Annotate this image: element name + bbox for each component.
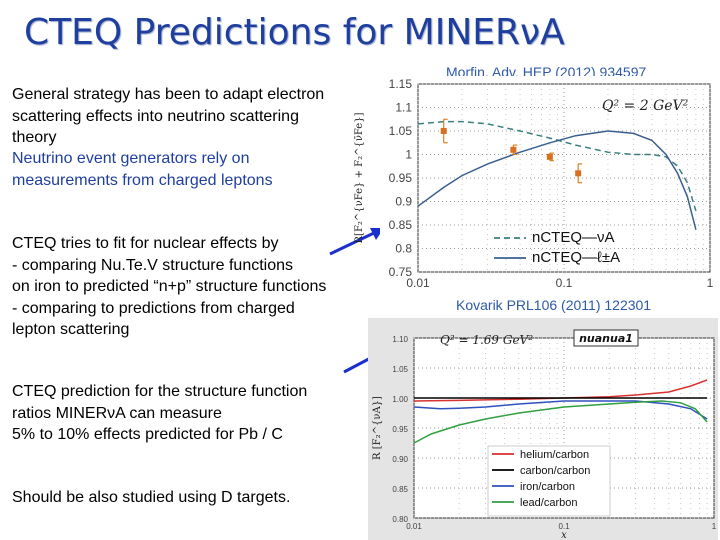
y-tick-label: 1.05: [389, 124, 413, 138]
text-line: 5% to 10% effects predicted for Pb / C: [12, 426, 283, 443]
series-line: [413, 379, 708, 402]
legend-entry: nCTEQ—ℓ±A: [532, 249, 620, 266]
paragraph-cteq-prediction: CTEQ prediction for the structure functi…: [12, 381, 307, 446]
x-tick-label: 1: [712, 522, 717, 531]
y-tick-label: 1.05: [392, 365, 408, 374]
legend-entry: lead/carbon: [520, 497, 578, 509]
y-tick-label: 1.1: [395, 101, 412, 115]
x-tick-label: 1: [707, 276, 714, 290]
chart-nuclear-correction-iron: 1.15 1.1 1.05 1 0.95 0.9 0.85 0.8 0.750.01 0.1 1 Q²…: [354, 76, 716, 290]
y-tick-label: 0.80: [392, 515, 408, 524]
paragraph-strategy: General strategy has been to adapt elect…: [12, 84, 324, 149]
text-line: General strategy has been to adapt elect…: [12, 86, 325, 103]
x-tick-label: 0.1: [558, 522, 570, 531]
series-line: [417, 130, 697, 230]
legend-box: [487, 445, 611, 517]
text-line: - comparing to predictions from charged: [12, 299, 295, 317]
data-point: [440, 128, 447, 134]
y-tick-label: 0.8: [395, 242, 412, 256]
x-tick-label: 0.01: [406, 276, 430, 290]
text-line: on iron to predicted “n+p” structure fun…: [12, 278, 327, 295]
y-tick-label: 0.85: [389, 218, 413, 232]
citation-kovarik: Kovarik PRL106 (2011) 122301: [456, 297, 652, 313]
y-tick-label: 0.9: [395, 195, 412, 209]
text-line: CTEQ prediction for the structure functi…: [12, 383, 308, 400]
x-axis-label: x: [561, 530, 567, 540]
y-tick-label: 0.85: [392, 485, 408, 494]
y-axis-label: R[F₂^{νFe} + F₂^{ν̄Fe}]: [354, 112, 365, 243]
chart-structure-function-ratios: 1.10 1.05 1.00 0.95 0.90 0.85 0.800.01 0.1 1 Q² =…: [368, 318, 718, 540]
y-tick-label: 1.15: [389, 77, 413, 91]
tag-label: nuanua1: [579, 332, 633, 345]
text-line: lepton scattering: [12, 321, 130, 338]
arrow-shaft: [329, 230, 377, 256]
data-point: [575, 170, 582, 177]
y-tick-label: 0.75: [389, 265, 413, 279]
paragraph-cteq-fit: CTEQ tries to fit for nuclear effects by…: [12, 233, 326, 341]
series-line: [413, 400, 708, 420]
legend-entry: carbon/carbon: [520, 465, 590, 477]
y-tick-label: 1: [405, 148, 412, 162]
y-tick-label: 0.95: [392, 425, 408, 434]
legend-entry: nCTEQ—νA: [532, 229, 615, 246]
x-tick-label: 0.01: [406, 522, 422, 531]
series-line: [417, 120, 697, 212]
paragraph-d-targets: Should be also studied using D targets.: [12, 487, 290, 509]
slide-title: CTEQ Predictions for MINERνA: [24, 12, 565, 53]
text-line: scattering effects into neutrino scatter…: [12, 107, 299, 125]
q2-annotation: Q² = 1.69 GeV²: [440, 333, 533, 347]
text-line: Should be also studied using D targets.: [12, 489, 291, 506]
data-point: [546, 153, 553, 160]
y-tick-label: 0.95: [389, 171, 413, 185]
paragraph-generators: Neutrino event generators rely on measur…: [12, 148, 273, 191]
y-tick-label: 0.90: [392, 455, 408, 464]
x-tick-label: 0.1: [556, 276, 573, 290]
y-axis-label: R [F₂^{νA}]: [372, 396, 383, 460]
data-point: [510, 146, 517, 153]
series-line: [413, 400, 708, 444]
text-line: ratios MINERνA can measure: [12, 404, 222, 422]
text-line: - comparing Nu.Te.V structure functions: [12, 256, 294, 274]
text-line: theory: [12, 129, 57, 146]
q2-annotation: Q² = 2 GeV²: [602, 98, 689, 114]
legend-entry: iron/carbon: [520, 481, 575, 493]
y-tick-label: 1.10: [392, 335, 408, 344]
tag-box: [573, 329, 639, 347]
text-line: Neutrino event generators rely on: [12, 150, 250, 167]
legend-entry: helium/carbon: [520, 449, 589, 461]
text-line: CTEQ tries to fit for nuclear effects by: [12, 235, 279, 252]
y-tick-label: 1.00: [392, 395, 408, 404]
text-line: measurements from charged leptons: [12, 171, 273, 189]
